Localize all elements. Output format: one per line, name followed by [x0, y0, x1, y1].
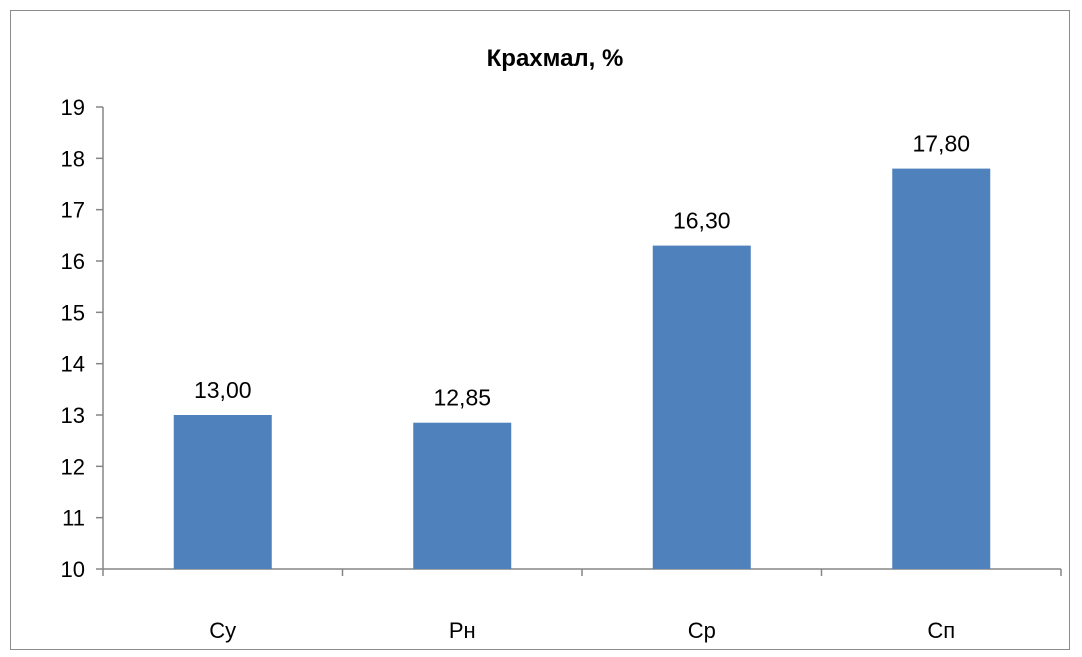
y-tick-label: 13 — [61, 403, 85, 428]
data-label: 13,00 — [194, 377, 252, 403]
bar-2 — [413, 422, 512, 569]
y-tick-label: 10 — [61, 557, 85, 582]
data-label: 12,85 — [433, 385, 491, 411]
x-tick-label: Рн — [449, 618, 476, 643]
y-tick-label: 19 — [61, 95, 85, 120]
data-label: 16,30 — [673, 208, 731, 234]
y-tick-label: 18 — [61, 146, 85, 171]
y-tick-label: 14 — [61, 352, 85, 377]
x-tick-label: Ср — [688, 618, 716, 643]
y-tick-label: 16 — [61, 249, 85, 274]
bars — [173, 168, 991, 569]
bar-1 — [173, 415, 272, 569]
bar-3 — [652, 245, 751, 569]
chart-title: Крахмал, % — [487, 45, 624, 72]
x-tick-label: Су — [209, 618, 236, 643]
y-tick-label: 17 — [61, 198, 85, 223]
data-label: 17,80 — [912, 131, 970, 157]
x-tick-label: Сп — [927, 618, 955, 643]
bar-4 — [892, 168, 991, 569]
y-tick-label: 15 — [61, 300, 85, 325]
data-labels: 13,00 12,85 16,30 17,80 — [194, 131, 970, 411]
y-tick-label: 11 — [62, 506, 85, 531]
y-tick-label: 12 — [61, 454, 85, 479]
